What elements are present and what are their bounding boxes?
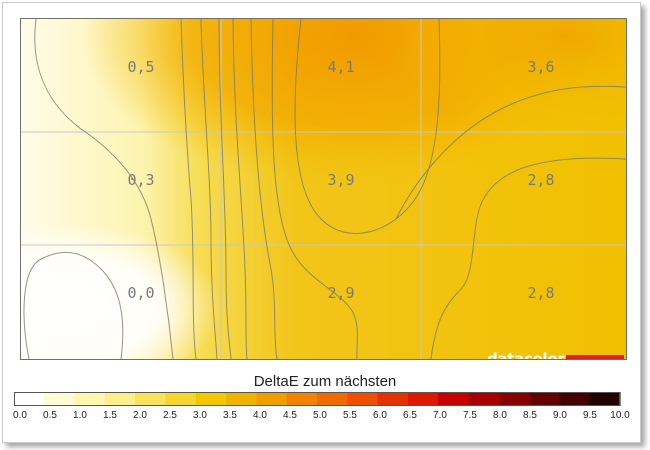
colorbar-tick-label: 1.0 [73, 410, 87, 421]
colorbar-tick-label: 7.0 [433, 410, 447, 421]
colorbar-outline [14, 392, 620, 406]
colorbar-segment [347, 392, 379, 406]
contour-lines [23, 19, 626, 359]
cell-value-0-1: 4,1 [327, 58, 355, 76]
cell-value-1-2: 2,8 [527, 171, 555, 189]
colorbar-segment [468, 392, 500, 406]
colorbar-segment [559, 392, 591, 406]
colorbar-segment [14, 392, 45, 406]
cell-value-0-0: 0,5 [127, 58, 155, 76]
colorbar-title: DeltaE zum nächsten [253, 373, 397, 390]
colorbar-tick-label: 9.5 [583, 410, 597, 421]
colorbar-tick-label: 5.5 [343, 410, 357, 421]
colorbar-segment [256, 392, 288, 406]
cell-value-0-2: 3,6 [527, 58, 555, 76]
colorbar-segment [438, 392, 469, 406]
colorbar-tick-label: 7.5 [463, 410, 477, 421]
colorbar-tick-label: 6.0 [373, 410, 387, 421]
colorbar-tick-label: 3.5 [223, 410, 237, 421]
cell-value-1-0: 0,3 [127, 171, 155, 189]
cell-value-2-1: 2,9 [327, 284, 355, 302]
colorbar-segment [104, 392, 136, 406]
colorbar-segment [74, 392, 106, 406]
colorbar-tick-label: 4.0 [253, 410, 267, 421]
colorbar-segment [195, 392, 227, 406]
logo-bar [565, 354, 624, 359]
cell-value-2-0: 0,0 [127, 284, 155, 302]
colorbar-segment [226, 392, 257, 406]
colorbar-segment [135, 392, 166, 406]
colorbar-tick-labels: 0.0 0.5 1.0 1.5 2.0 2.5 3.0 3.5 4.0 4.5 5.0 5.5 6.0 6… [0, 410, 650, 424]
colorbar-tick-label: 2.0 [133, 410, 147, 421]
colorbar-segment [407, 392, 439, 406]
colorbar-tick-label: 8.0 [493, 410, 507, 421]
colorbar-segment [498, 392, 530, 406]
colorbar-segment [44, 392, 76, 406]
colorbar-segment [165, 392, 197, 406]
colorbar-tick-label: 10.0 [610, 410, 630, 421]
colorbar-segment [317, 392, 348, 406]
datacolor-logo: datacolor [487, 349, 624, 360]
cell-value-2-2: 2,8 [527, 284, 555, 302]
colorbar-tick-label: 3.0 [193, 410, 207, 421]
colorbar-segment [286, 392, 318, 406]
colorbar-tick-label: 0.5 [43, 410, 57, 421]
cell-value-1-1: 3,9 [327, 171, 355, 189]
colorbar-segment [589, 392, 621, 406]
colorbar-tick-label: 9.0 [553, 410, 567, 421]
colorbar-tick-label: 0.0 [13, 410, 27, 421]
colorbar-segment [377, 392, 409, 406]
colorbar-tick-label: 6.5 [403, 410, 417, 421]
colorbar-tick-label: 8.5 [523, 410, 537, 421]
colorbar-tick-label: 5.0 [313, 410, 327, 421]
cool-region-bottom-left [21, 19, 626, 359]
colorbar-segment [529, 392, 560, 406]
colorbar-tick-label: 4.5 [283, 410, 297, 421]
logo-text: datacolor [487, 350, 565, 360]
heatmap-plot: 0,5 4,1 3,6 0,3 3,9 2,8 0,0 2,9 2,8 datacolor [20, 18, 627, 360]
colorbar [14, 392, 621, 406]
colorbar-tick-label: 1.5 [103, 410, 117, 421]
colorbar-tick-label: 2.5 [163, 410, 177, 421]
heatmap-svg [21, 19, 626, 359]
